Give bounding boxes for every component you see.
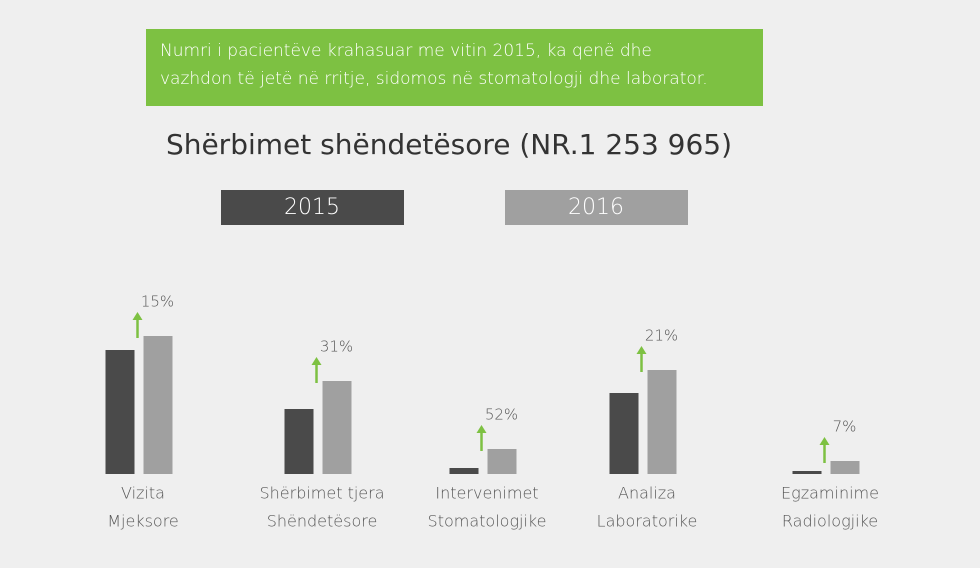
note-line: Numri i pacientëve krahasuar me vitin 20… bbox=[160, 41, 652, 61]
arrow-head bbox=[311, 357, 322, 365]
x-tick-label: Egzaminime bbox=[781, 484, 879, 503]
bar bbox=[647, 370, 677, 474]
arrow-head bbox=[132, 312, 143, 320]
growth-arrow bbox=[476, 425, 487, 451]
bar bbox=[284, 409, 314, 474]
bar bbox=[143, 336, 173, 474]
x-tick-label: Radiologjike bbox=[782, 512, 878, 531]
x-tick-label: Vizita bbox=[121, 484, 165, 503]
growth-label: 7% bbox=[833, 418, 857, 436]
x-tick-label: Analiza bbox=[618, 484, 676, 503]
growth-label: 21% bbox=[645, 327, 678, 345]
note-line: vazhdon të jetë në rritje, sidomos në st… bbox=[160, 69, 708, 89]
growth-arrow bbox=[819, 437, 830, 463]
bar bbox=[322, 381, 352, 474]
bar bbox=[830, 461, 860, 474]
x-tick-label: Shërbimet tjera bbox=[259, 484, 384, 503]
x-tick-label: Stomatologjike bbox=[428, 512, 547, 531]
growth-arrow bbox=[636, 346, 647, 372]
legend-swatch bbox=[505, 190, 688, 225]
legend-label: 2015 bbox=[284, 195, 340, 220]
bar bbox=[792, 471, 822, 474]
arrow-head bbox=[819, 437, 830, 445]
chart-title: Shërbimet shëndetësore (NR.1 253 965) bbox=[166, 128, 732, 161]
growth-label: 31% bbox=[320, 338, 353, 356]
growth-label: 52% bbox=[485, 406, 518, 424]
growth-arrow bbox=[132, 312, 143, 338]
x-tick-label: Mjeksore bbox=[107, 512, 179, 531]
note-box bbox=[146, 29, 763, 106]
x-tick-label: Intervenimet bbox=[435, 484, 538, 503]
growth-label: 15% bbox=[141, 293, 174, 311]
legend-label: 2016 bbox=[568, 195, 624, 220]
growth-arrow bbox=[311, 357, 322, 383]
bar bbox=[487, 449, 517, 474]
arrow-head bbox=[636, 346, 647, 354]
bar bbox=[449, 468, 479, 474]
bar bbox=[609, 393, 639, 474]
legend-swatch bbox=[221, 190, 404, 225]
x-tick-label: Shëndetësore bbox=[267, 512, 378, 531]
arrow-head bbox=[476, 425, 487, 433]
bar bbox=[105, 350, 135, 474]
x-tick-label: Laboratorike bbox=[597, 512, 698, 531]
